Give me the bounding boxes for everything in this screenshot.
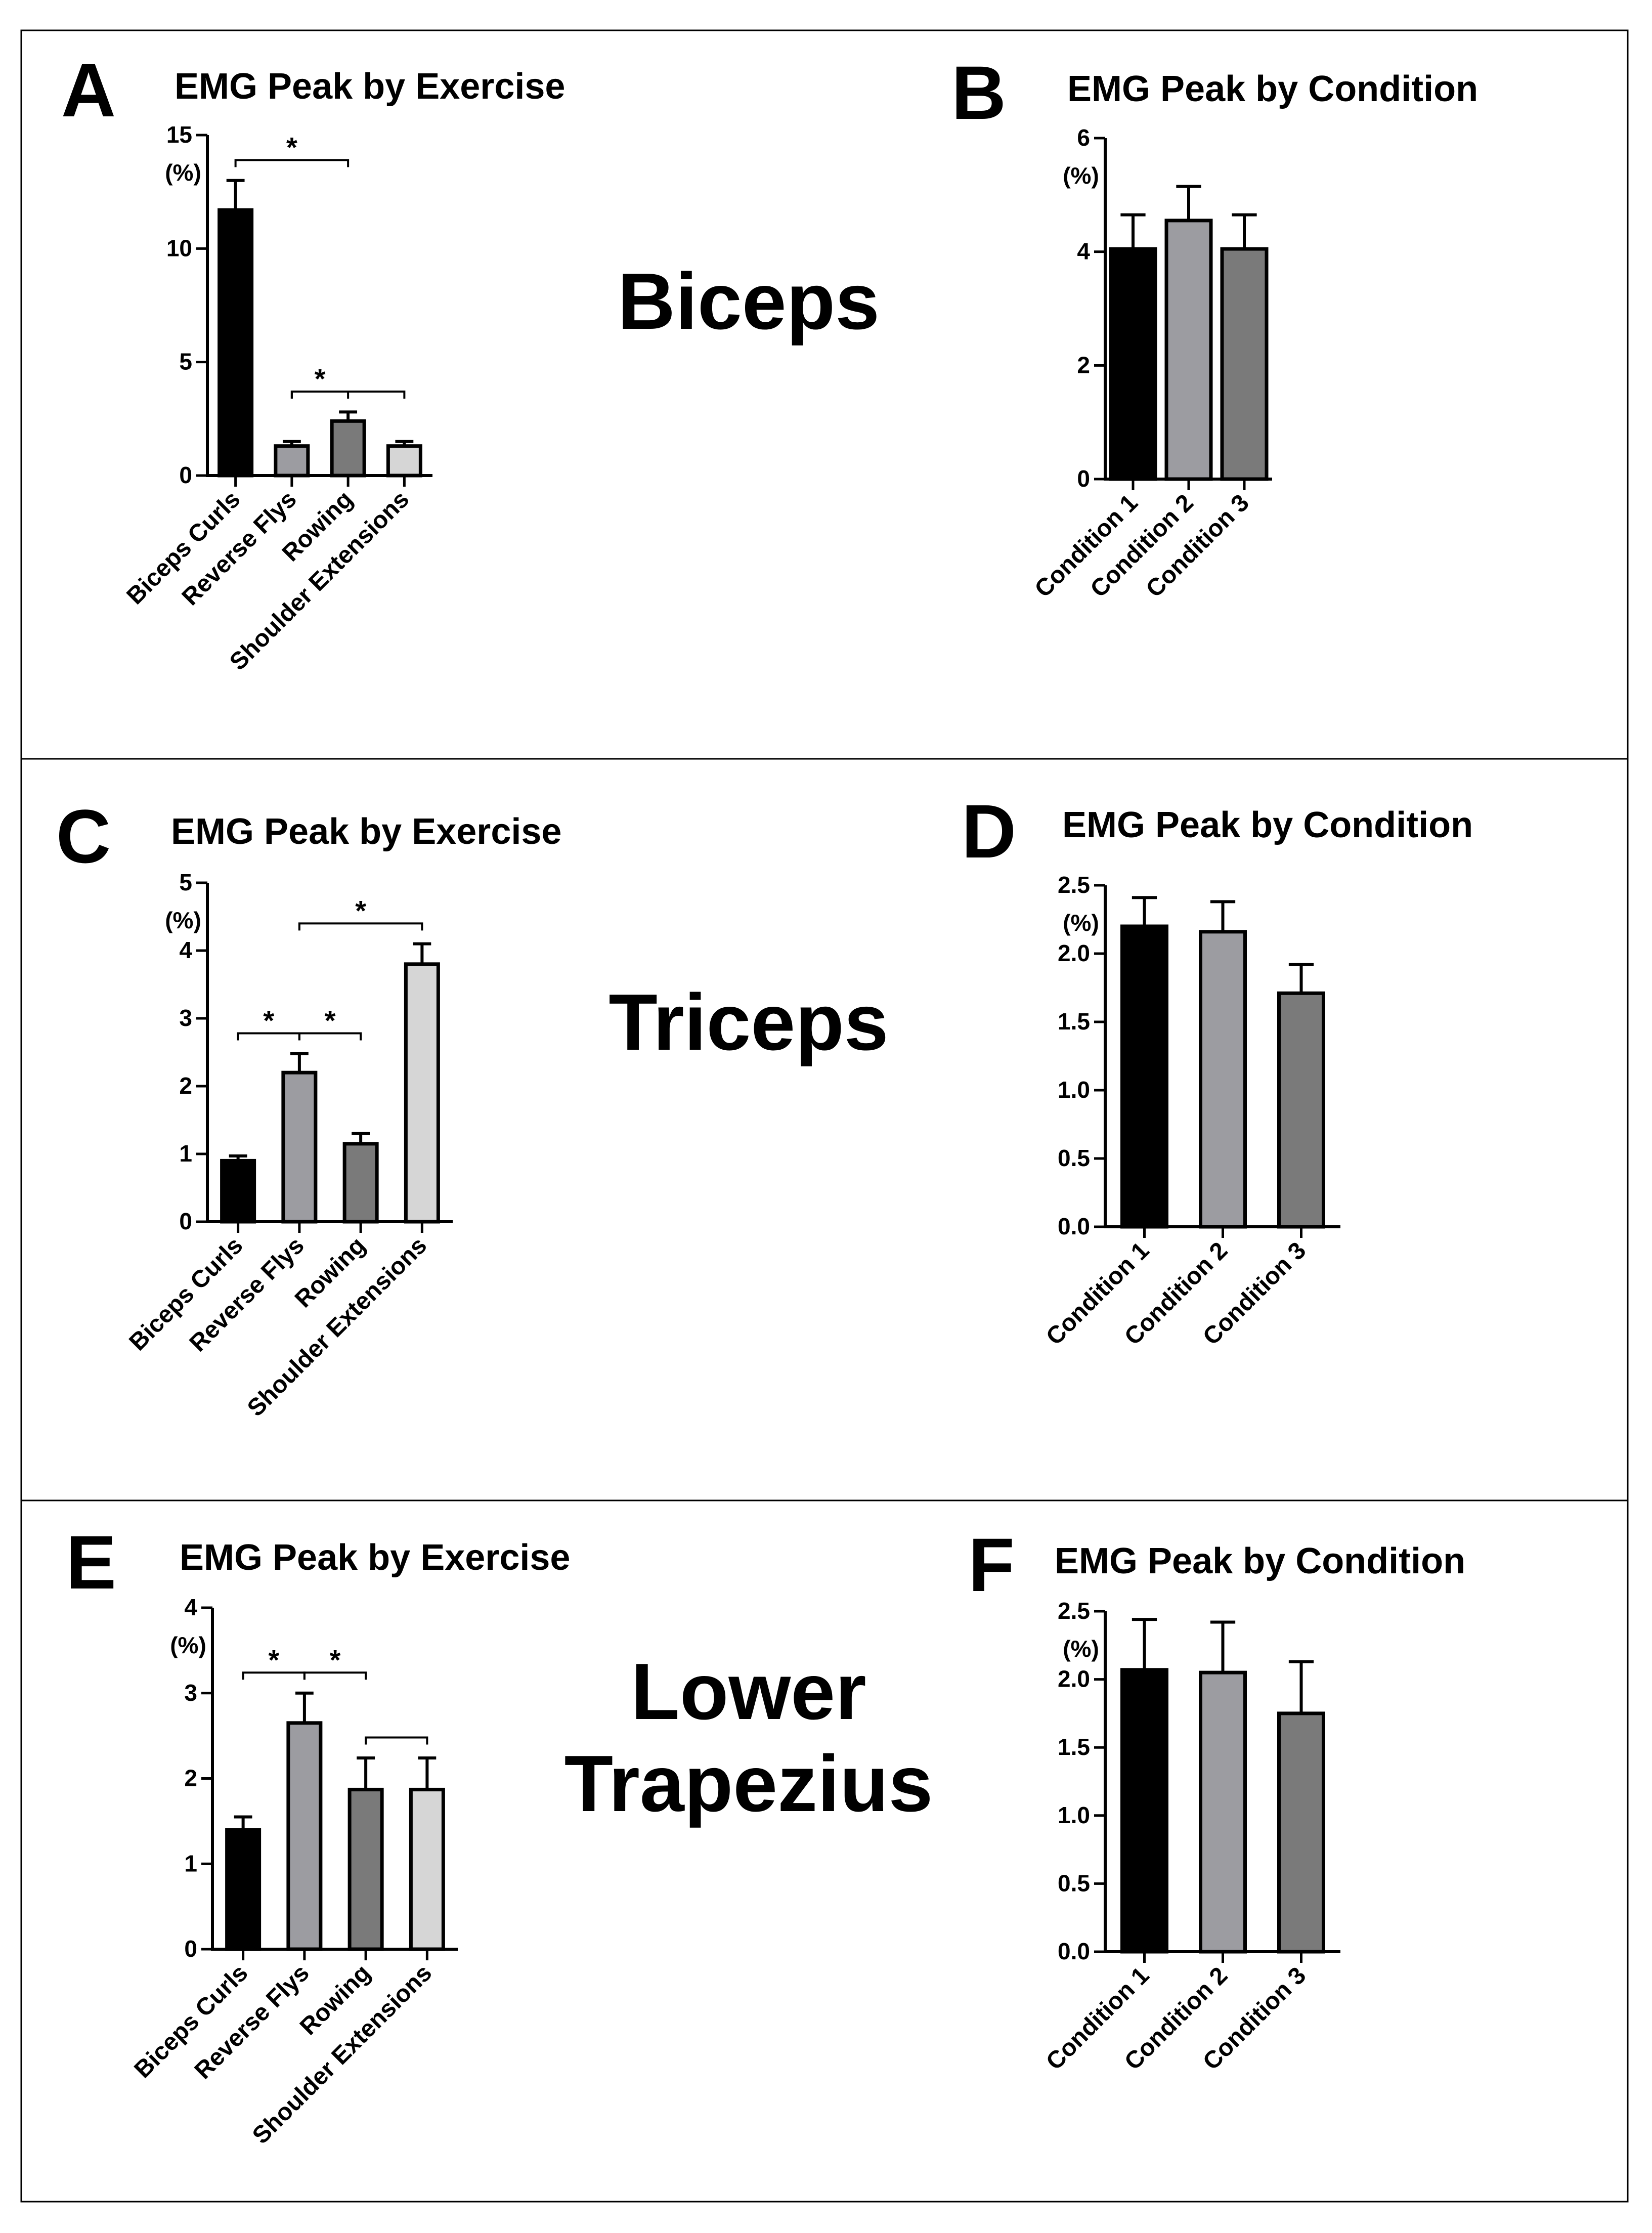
panel-letter: E <box>66 1520 116 1605</box>
bar <box>1199 1670 1247 1954</box>
muscle-label-line: Triceps <box>608 978 888 1067</box>
bar <box>1199 930 1247 1229</box>
y-tick-label: 1.5 <box>1058 1008 1090 1035</box>
y-axis-label: (%) <box>1063 910 1099 936</box>
significance-bracket <box>234 159 350 167</box>
y-tick-label: 1.0 <box>1058 1802 1090 1828</box>
significance-label: * <box>330 1644 341 1676</box>
significance-bracket <box>303 1671 367 1680</box>
y-axis-label: (%) <box>1063 1636 1099 1662</box>
bar <box>220 1158 256 1224</box>
y-tick-label: 0.5 <box>1058 1870 1090 1896</box>
significance-label: * <box>315 363 326 395</box>
bar <box>1277 1711 1325 1954</box>
y-tick-label: 5 <box>179 869 192 895</box>
significance-bracket <box>290 390 350 399</box>
muscle-label: Lower Trapezius <box>564 1647 933 1828</box>
y-tick-label: 2.0 <box>1058 940 1090 966</box>
bar <box>1164 219 1213 481</box>
bar <box>347 1787 384 1951</box>
bar <box>404 962 440 1224</box>
y-tick-label: 1 <box>179 1140 192 1167</box>
muscle-label: Biceps <box>618 257 880 346</box>
chart-title: EMG Peak by Condition <box>1067 69 1478 109</box>
y-tick-label: 0 <box>179 462 192 488</box>
y-tick-label: 0 <box>184 1936 197 1962</box>
bar <box>1220 247 1269 481</box>
y-tick-label: 10 <box>166 235 192 261</box>
bar <box>1277 991 1325 1229</box>
panel-letter: D <box>962 789 1016 874</box>
y-tick-label: 2.0 <box>1058 1666 1090 1692</box>
y-tick-label: 1.0 <box>1058 1077 1090 1103</box>
chart-title: EMG Peak by Exercise <box>180 1537 570 1578</box>
muscle-label-line: Lower <box>631 1647 866 1736</box>
panel-letter: B <box>951 50 1006 135</box>
chart-title: EMG Peak by Exercise <box>171 811 561 852</box>
significance-bracket <box>298 922 423 931</box>
panel-letter: C <box>56 794 111 879</box>
bar <box>409 1787 445 1951</box>
bar <box>1120 1668 1168 1954</box>
figure-frame <box>20 29 1629 2203</box>
y-tick-label: 3 <box>179 1005 192 1031</box>
significance-label: * <box>263 1004 274 1036</box>
bar <box>281 1070 318 1224</box>
chart-panel-d: D EMG Peak by Condition 0.0 0.5 1.0 1.5 2.0 2.5… <box>962 789 1473 1350</box>
bar <box>225 1828 262 1951</box>
chart-panel-f: F EMG Peak by Condition 0.0 0.5 1.0 1.5 2.0 2.5… <box>968 1522 1465 2075</box>
y-tick-label: 0 <box>179 1208 192 1234</box>
chart-title: EMG Peak by Exercise <box>175 66 565 107</box>
y-tick-label: 3 <box>184 1680 197 1706</box>
y-tick-label: 2 <box>1077 352 1090 378</box>
bar <box>218 208 254 478</box>
y-tick-label: 4 <box>1077 238 1090 265</box>
y-tick-label: 4 <box>184 1594 197 1620</box>
panel-letter: A <box>61 48 116 133</box>
bar <box>274 444 310 478</box>
chart-title: EMG Peak by Condition <box>1055 1541 1465 1581</box>
y-tick-label: 0 <box>1077 465 1090 492</box>
muscle-label: Triceps <box>608 978 888 1067</box>
y-tick-label: 15 <box>166 121 192 148</box>
significance-bracket <box>365 1736 428 1745</box>
y-tick-label: 1 <box>184 1850 197 1876</box>
bar <box>1120 924 1168 1229</box>
y-tick-label: 5 <box>179 349 192 375</box>
y-tick-label: 1.5 <box>1058 1734 1090 1760</box>
y-tick-label: 4 <box>179 937 192 963</box>
bar <box>286 1721 323 1951</box>
y-tick-label: 2 <box>179 1072 192 1099</box>
bar <box>386 444 422 478</box>
bar <box>330 419 366 478</box>
y-tick-label: 0.0 <box>1058 1938 1090 1964</box>
significance-label: * <box>286 131 297 163</box>
significance-label: * <box>268 1644 279 1676</box>
panel-letter: F <box>968 1522 1015 1607</box>
bar <box>342 1142 379 1224</box>
y-tick-label: 2.5 <box>1058 872 1090 898</box>
chart-title: EMG Peak by Condition <box>1062 805 1473 845</box>
y-axis-label: (%) <box>165 907 201 933</box>
significance-label: * <box>355 894 366 926</box>
y-tick-label: 6 <box>1077 124 1090 151</box>
y-axis-label: (%) <box>170 1632 206 1658</box>
muscle-label-line: Trapezius <box>564 1739 933 1828</box>
muscle-label-line: Biceps <box>618 257 880 346</box>
y-axis-label: (%) <box>1063 162 1099 189</box>
y-tick-label: 2.5 <box>1058 1598 1090 1624</box>
y-tick-label: 0.5 <box>1058 1145 1090 1171</box>
bar <box>1109 247 1157 481</box>
y-tick-label: 2 <box>184 1765 197 1791</box>
y-tick-label: 0.0 <box>1058 1213 1090 1239</box>
significance-bracket <box>298 1032 362 1041</box>
y-axis-label: (%) <box>165 159 201 186</box>
significance-label: * <box>325 1004 336 1036</box>
